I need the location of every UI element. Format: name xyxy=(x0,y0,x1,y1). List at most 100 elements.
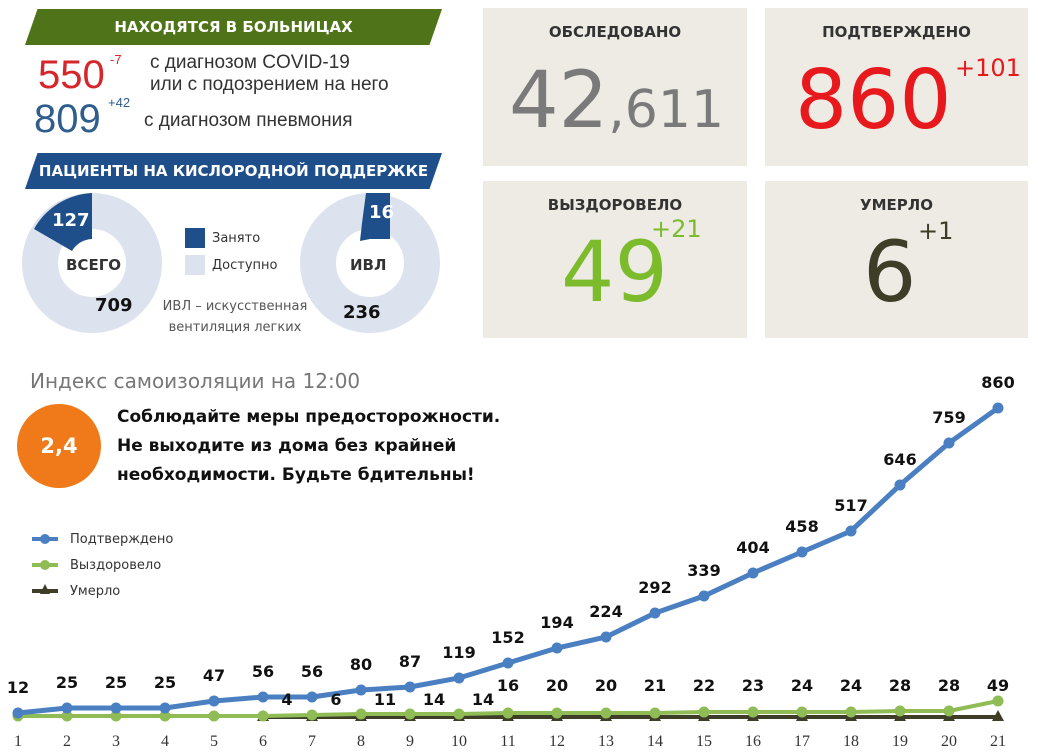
x-axis-tick: 9 xyxy=(406,733,414,750)
x-axis-tick: 5 xyxy=(210,733,218,750)
card-recovered-title: ВЫЗДОРОВЕЛО xyxy=(547,196,683,214)
x-axis-tick: 17 xyxy=(794,733,810,750)
confirmed-value-label: 404 xyxy=(736,538,770,557)
isolation-message-line-3: необходимости. Будьте бдительны! xyxy=(117,465,475,485)
hospitals-banner: НАХОДЯТСЯ В БОЛЬНИЦАХ xyxy=(25,9,442,45)
x-axis-tick: 6 xyxy=(259,733,267,750)
donut-ivl-label: ИВЛ xyxy=(350,256,387,274)
card-confirmed-value: 860 xyxy=(795,53,952,148)
x-axis-tick: 12 xyxy=(549,733,565,750)
oxygen-banner: ПАЦИЕНТЫ НА КИСЛОРОДНОЙ ПОДДЕРЖКЕ xyxy=(25,153,442,189)
recovered-value-label: 24 xyxy=(839,676,863,695)
confirmed-value-label: 759 xyxy=(932,408,966,427)
x-axis-tick: 14 xyxy=(647,733,663,750)
isolation-message-line-1: Соблюдайте меры предосторожности. xyxy=(117,407,501,427)
recovered-value-label: 20 xyxy=(545,676,569,695)
ivl-note-line-2: вентиляция легких xyxy=(168,320,302,335)
card-tested-title: ОБСЛЕДОВАНО xyxy=(548,23,682,41)
card-died: УМЕРЛО 6 +1 xyxy=(765,181,1028,338)
donut-total-label: ВСЕГО xyxy=(66,256,121,274)
recovered-value-label: 14 xyxy=(422,690,446,709)
confirmed-value-label: 224 xyxy=(589,602,623,621)
isolation-message: Соблюдайте меры предосторожности. Не вых… xyxy=(117,403,500,490)
confirmed-value-label: 87 xyxy=(398,652,422,671)
recovered-value-label: 20 xyxy=(594,676,618,695)
confirmed-value-label: 119 xyxy=(442,643,476,662)
x-axis-tick: 3 xyxy=(112,733,120,750)
x-axis-tick: 1 xyxy=(14,733,22,750)
confirmed-value-label: 646 xyxy=(883,450,917,469)
card-tested-value-main: 42 xyxy=(509,56,609,146)
recovered-value-label: 11 xyxy=(373,690,397,709)
recovered-value-label: 16 xyxy=(496,676,520,695)
isolation-message-line-2: Не выходите из дома без крайней xyxy=(117,436,457,456)
isolation-title: Индекс самоизоляции на 12:00 xyxy=(30,369,361,393)
donut-ivl-occupied: 16 xyxy=(369,202,395,223)
recovered-value-label: 28 xyxy=(937,676,961,695)
confirmed-value-label: 12 xyxy=(6,678,30,697)
card-died-title: УМЕРЛО xyxy=(860,196,933,214)
x-axis-tick: 2 xyxy=(63,733,71,750)
chart-legend-confirmed: Подтверждено xyxy=(70,532,174,547)
confirmed-value-label: 56 xyxy=(251,662,275,681)
card-tested-value-rest: ,611 xyxy=(608,80,725,140)
card-tested: ОБСЛЕДОВАНО 42,611 xyxy=(483,8,747,166)
x-axis-tick: 11 xyxy=(500,733,516,750)
confirmed-value-label: 152 xyxy=(491,628,525,647)
confirmed-value-label: 194 xyxy=(540,613,574,632)
hospitals-banner-text: НАХОДЯТСЯ В БОЛЬНИЦАХ xyxy=(114,18,353,36)
chart-legend-recovered: Выздоровело xyxy=(70,558,162,573)
covid-hospital-text-2: или с подозрением на него xyxy=(150,74,389,95)
x-axis-tick: 13 xyxy=(598,733,614,750)
card-tested-value: 42,611 xyxy=(509,56,724,146)
x-axis-tick: 19 xyxy=(892,733,908,750)
card-confirmed-delta: +101 xyxy=(955,54,1021,82)
x-axis-tick: 4 xyxy=(161,733,169,750)
donut-total xyxy=(22,193,162,333)
card-recovered-value: 49 xyxy=(561,223,668,321)
recovered-value-label: 6 xyxy=(330,690,342,709)
donut-ivl xyxy=(300,193,440,333)
pneumonia-hospital-count: 809 xyxy=(34,97,101,141)
covid-hospital-count: 550 xyxy=(38,53,105,97)
ivl-note: ИВЛ – искусственная вентиляция легких xyxy=(155,296,315,338)
confirmed-value-label: 80 xyxy=(349,655,373,674)
recovered-value-label: 21 xyxy=(643,676,667,695)
oxygen-banner-text: ПАЦИЕНТЫ НА КИСЛОРОДНОЙ ПОДДЕРЖКЕ xyxy=(38,162,429,180)
recovered-value-label: 4 xyxy=(281,690,293,709)
legend-occupied-label: Занято xyxy=(212,231,261,246)
recovered-value-label: 28 xyxy=(888,676,912,695)
donut-ivl-available: 236 xyxy=(343,302,381,323)
confirmed-value-label: 860 xyxy=(981,373,1015,392)
confirmed-value-label: 25 xyxy=(104,673,128,692)
recovered-value-label: 49 xyxy=(986,676,1010,695)
card-confirmed-title: ПОДТВЕРЖДЕНО xyxy=(822,23,971,41)
x-axis-tick: 15 xyxy=(696,733,712,750)
chart-legend-died: Умерло xyxy=(70,584,121,599)
confirmed-value-label: 47 xyxy=(202,666,226,685)
confirmed-value-label: 292 xyxy=(638,578,672,597)
legend-occupied-swatch xyxy=(185,228,205,248)
x-axis-tick: 21 xyxy=(990,733,1006,750)
covid-hospital-text-1: с диагнозом COVID-19 xyxy=(150,52,350,73)
confirmed-value-label: 339 xyxy=(687,561,721,580)
recovered-value-label: 24 xyxy=(790,676,814,695)
donut-total-available: 709 xyxy=(95,295,133,316)
isolation-index-value: 2,4 xyxy=(40,434,78,458)
chart-legend-markers xyxy=(32,534,58,594)
confirmed-value-label: 517 xyxy=(834,496,868,515)
recovered-value-label: 14 xyxy=(471,690,495,709)
legend-available-swatch xyxy=(185,255,205,275)
recovered-value-label: 22 xyxy=(692,676,716,695)
covid-hospital-delta: -7 xyxy=(110,52,122,67)
card-died-value: 6 xyxy=(863,223,917,321)
isolation-index-badge: 2,4 xyxy=(17,404,101,488)
confirmed-value-label: 25 xyxy=(55,673,79,692)
confirmed-value-label: 56 xyxy=(300,662,324,681)
x-axis-tick: 16 xyxy=(745,733,761,750)
ivl-note-line-1: ИВЛ – искусственная xyxy=(162,299,308,314)
x-axis-tick: 10 xyxy=(451,733,467,750)
donut-total-occupied: 127 xyxy=(52,210,90,231)
card-recovered-delta: +21 xyxy=(651,215,702,243)
